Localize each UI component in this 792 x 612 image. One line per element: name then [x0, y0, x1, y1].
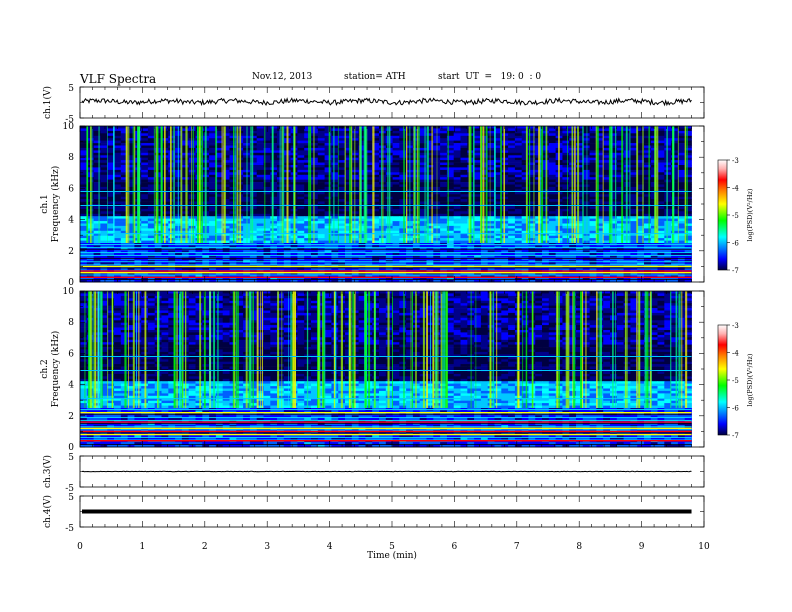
- ch4-voltage-ylabel: ch.4(V): [42, 495, 53, 528]
- x-tick-label: 2: [202, 542, 208, 552]
- ch1-spectrogram-ylabel-frequency: Frequency (kHz): [50, 166, 61, 243]
- ch2-spectrogram-ytick: 2: [68, 412, 74, 422]
- x-tick-label: 3: [264, 542, 270, 552]
- ch3-voltage-ytick-top: 5: [68, 453, 74, 463]
- ch1-spectrogram-colorbar-tick: -5: [732, 212, 739, 220]
- ch2-spectrogram-colorbar-tick: -5: [732, 377, 739, 385]
- ch3-voltage-ytick-bottom: -5: [65, 484, 74, 494]
- ch2-spectrogram-ytick: 0: [68, 443, 74, 453]
- chart-title: VLF Spectra: [80, 72, 157, 86]
- ch1-spectrogram-colorbar-tick: -3: [732, 157, 739, 165]
- ch2-spectrogram-colorbar-label: log(PSD)(V²/Hz): [746, 353, 754, 406]
- date-label: Nov.12, 2013: [252, 72, 313, 82]
- ch4-voltage-ytick-bottom: -5: [65, 524, 74, 534]
- ch1-spectrogram-ytick: 6: [68, 184, 74, 194]
- ch2-spectrogram-image: [80, 291, 692, 448]
- ch2-spectrogram-ytick: 8: [68, 318, 74, 328]
- ch1-spectrogram-colorbar-tick: -7: [732, 267, 739, 275]
- ch2-spectrogram-colorbar: [717, 324, 728, 436]
- station-label: station= ATH: [344, 72, 406, 82]
- x-tick-label: 8: [576, 542, 582, 552]
- ch1-spectrogram-ytick: 10: [63, 122, 75, 132]
- ch2-spectrogram-ytick: 10: [63, 287, 75, 297]
- ch1-spectrogram-ytick: 2: [68, 247, 74, 257]
- ch1-voltage-ylabel: ch.1(V): [42, 86, 53, 119]
- x-tick-label: 9: [639, 542, 645, 552]
- ch1-spectrogram-colorbar: [717, 159, 728, 271]
- x-axis-label: Time (min): [367, 550, 417, 561]
- ch2-spectrogram-ylabel-frequency: Frequency (kHz): [50, 331, 61, 408]
- ch1-spectrogram-ytick: 8: [68, 153, 74, 163]
- x-tick-label: 5: [389, 542, 395, 552]
- ch1-voltage-ytick-top: 5: [68, 84, 74, 94]
- ch2-spectrogram-colorbar-tick: -3: [732, 322, 739, 330]
- ch1-voltage-ytick-bottom: -5: [65, 115, 74, 125]
- x-tick-label: 0: [77, 542, 83, 552]
- x-tick-label: 6: [452, 542, 458, 552]
- ch1-spectrogram-ytick: 4: [68, 216, 74, 226]
- x-tick-label: 4: [327, 542, 333, 552]
- x-tick-label: 7: [514, 542, 520, 552]
- ch1-spectrogram-ytick: 0: [68, 278, 74, 288]
- ch1-spectrogram-colorbar-tick: -4: [732, 185, 739, 193]
- ch1-spectrogram-ylabel-channel: ch.1: [40, 194, 50, 213]
- ch2-spectrogram-ylabel-channel: ch.2: [40, 359, 50, 378]
- ch4-voltage-ytick-top: 5: [68, 493, 74, 503]
- ch1-spectrogram-colorbar-tick: -6: [732, 240, 739, 248]
- ch2-spectrogram-ytick: 4: [68, 381, 74, 391]
- ch1-spectrogram-colorbar-label: log(PSD)(V²/Hz): [746, 188, 754, 241]
- ch2-spectrogram-colorbar-tick: -7: [732, 432, 739, 440]
- ch2-spectrogram-colorbar-tick: -4: [732, 350, 739, 358]
- x-tick-label: 1: [140, 542, 146, 552]
- start-ut-label: start UT = 19: 0 : 0: [438, 72, 542, 82]
- ch1-spectrogram-image: [80, 126, 692, 283]
- ch3-voltage-ylabel: ch.3(V): [42, 455, 53, 488]
- ch2-spectrogram-ytick: 6: [68, 349, 74, 359]
- ch2-spectrogram-colorbar-tick: -6: [732, 405, 739, 413]
- x-tick-label: 10: [698, 542, 710, 552]
- ch1-voltage-trace: [81, 96, 692, 107]
